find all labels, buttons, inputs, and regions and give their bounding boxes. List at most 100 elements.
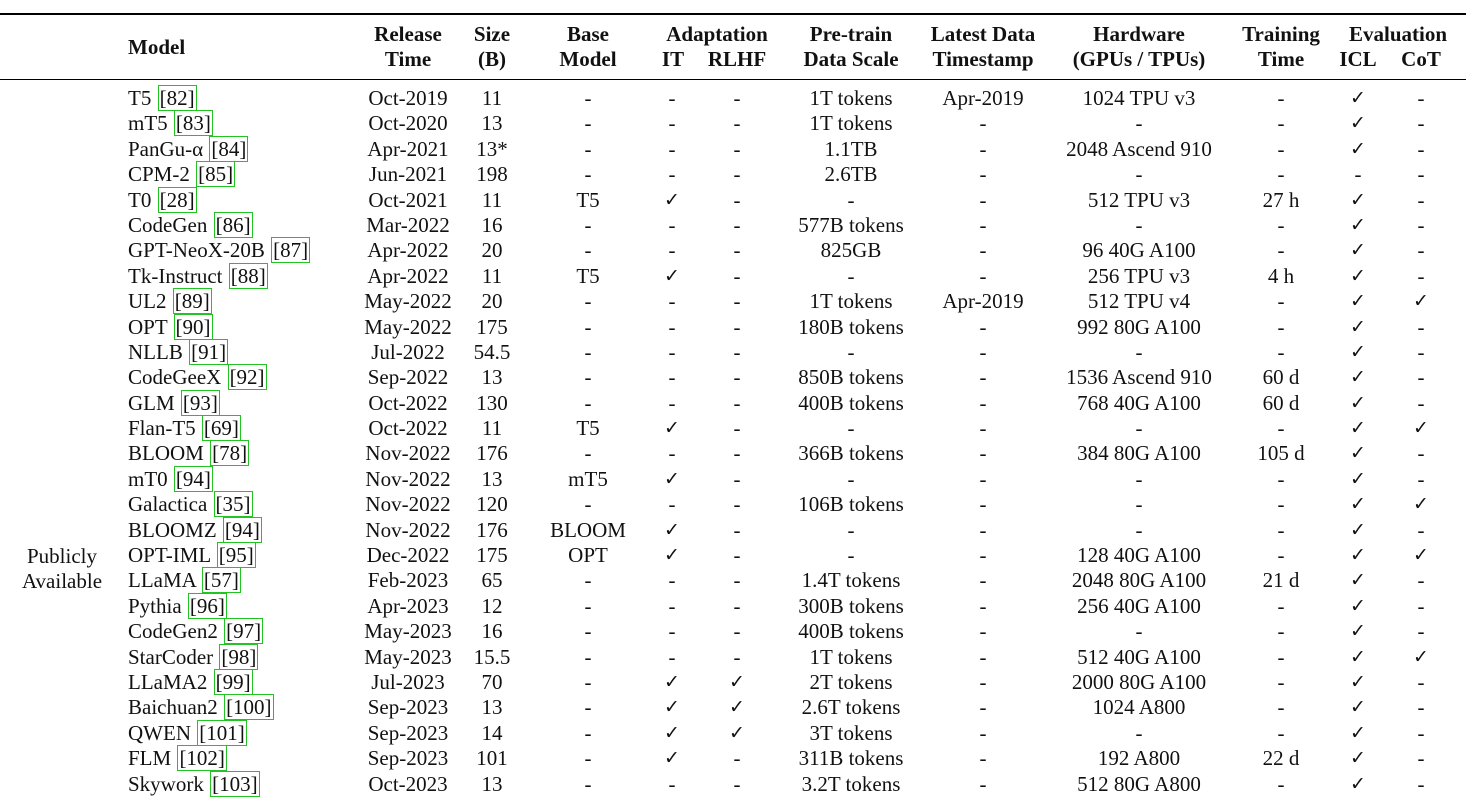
cell-icl: ✓ bbox=[1350, 188, 1366, 211]
model-name: Baichuan2 bbox=[128, 695, 218, 720]
cell-timestamp: - bbox=[979, 517, 987, 542]
cell-training-time: - bbox=[1277, 86, 1285, 110]
cell-hardware: - bbox=[1135, 339, 1143, 364]
model-name: LLaMA2 bbox=[128, 669, 208, 694]
cell-model: mT5 [83] bbox=[128, 110, 213, 137]
cell-hardware: - bbox=[1135, 111, 1143, 136]
citation-link[interactable]: [28] bbox=[157, 186, 197, 213]
header-rlhf: RLHF bbox=[707, 47, 767, 71]
citation-link[interactable]: [101] bbox=[197, 719, 247, 746]
table-row: StarCoder [98] May-2023 15.5 - - - 1T tokens - 5… bbox=[0, 643, 1471, 670]
cell-timestamp: - bbox=[979, 263, 987, 288]
citation-link[interactable]: [82] bbox=[157, 85, 197, 111]
cell-model: mT0 [94] bbox=[128, 465, 213, 492]
cell-icl: ✓ bbox=[1350, 442, 1366, 465]
cell-hardware: - bbox=[1135, 720, 1143, 745]
citation-link[interactable]: [92] bbox=[227, 364, 267, 391]
cell-model: Skywork [103] bbox=[128, 770, 260, 797]
cell-hardware: 992 80G A100 bbox=[1077, 314, 1201, 339]
cell-pretrain: 2T tokens bbox=[809, 669, 893, 694]
cell-pretrain: 2.6T tokens bbox=[801, 695, 901, 720]
cell-release-time: Jun-2021 bbox=[368, 162, 448, 187]
cell-icl: ✓ bbox=[1350, 493, 1366, 516]
citation-link[interactable]: [96] bbox=[187, 592, 227, 619]
cell-timestamp: - bbox=[979, 162, 987, 187]
header-latest-timestamp: Latest Data Timestamp bbox=[930, 22, 1036, 71]
cell-training-time: 4 h bbox=[1267, 263, 1295, 288]
cell-it: ✓ bbox=[664, 417, 680, 440]
citation-link[interactable]: [98] bbox=[219, 643, 259, 670]
cell-hardware: 256 40G A100 bbox=[1077, 593, 1201, 618]
cell-size: 13* bbox=[476, 136, 508, 161]
cell-release-time: Jul-2022 bbox=[371, 339, 445, 364]
cell-base-model: - bbox=[584, 619, 592, 644]
citation-link[interactable]: [85] bbox=[196, 161, 236, 188]
citation-link[interactable]: [99] bbox=[213, 668, 253, 695]
header-model: Model bbox=[128, 35, 186, 59]
citation-link[interactable]: [94] bbox=[222, 516, 262, 543]
cell-pretrain: 366B tokens bbox=[798, 441, 904, 466]
citation-link[interactable]: [87] bbox=[271, 237, 311, 264]
cell-icl: ✓ bbox=[1350, 137, 1366, 160]
cell-base-model: mT5 bbox=[568, 466, 608, 491]
cell-it: ✓ bbox=[664, 696, 680, 719]
table-row: Baichuan2 [100] Sep-2023 13 - ✓ ✓ 2.6T tokens -… bbox=[0, 694, 1471, 721]
citation-link[interactable]: [94] bbox=[173, 465, 213, 492]
cell-base-model: T5 bbox=[576, 416, 600, 441]
cell-cot: - bbox=[1417, 619, 1425, 644]
cell-size: 175 bbox=[476, 543, 508, 568]
citation-link[interactable]: [95] bbox=[216, 542, 256, 569]
cell-base-model: - bbox=[584, 695, 592, 720]
model-name: OPT-IML bbox=[128, 543, 211, 568]
table-row: CPM-2 [85] Jun-2021 198 - - - 2.6TB - - - - - bbox=[0, 161, 1471, 188]
citation-link[interactable]: [78] bbox=[210, 440, 250, 467]
cell-it: - bbox=[668, 339, 676, 364]
cell-base-model: - bbox=[584, 720, 592, 745]
cell-icl: ✓ bbox=[1350, 213, 1366, 236]
cell-rlhf: ✓ bbox=[729, 696, 745, 719]
citation-link[interactable]: [97] bbox=[224, 618, 264, 645]
citation-link[interactable]: [103] bbox=[210, 770, 260, 797]
cell-training-time: 21 d bbox=[1262, 568, 1300, 593]
cell-base-model: - bbox=[584, 212, 592, 237]
cell-size: 13 bbox=[481, 111, 503, 136]
cell-size: 11 bbox=[481, 263, 503, 288]
cell-rlhf: - bbox=[733, 390, 741, 415]
citation-link[interactable]: [90] bbox=[173, 313, 213, 340]
citation-link[interactable]: [89] bbox=[172, 288, 212, 315]
citation-link[interactable]: [100] bbox=[224, 694, 274, 721]
table-row: BLOOMZ [94] Nov-2022 176 BLOOM ✓ - - - - - ✓ - bbox=[0, 516, 1471, 543]
model-name: NLLB bbox=[128, 339, 183, 364]
cell-size: 20 bbox=[481, 289, 503, 314]
cell-model: Galactica [35] bbox=[128, 491, 253, 518]
header-it: IT bbox=[661, 47, 685, 71]
cell-model: CodeGeeX [92] bbox=[128, 364, 267, 391]
cell-model: Tk-Instruct [88] bbox=[128, 262, 268, 289]
cell-size: 130 bbox=[476, 390, 508, 415]
model-name: FLM bbox=[128, 746, 172, 771]
cell-size: 11 bbox=[481, 416, 503, 441]
citation-link[interactable]: [84] bbox=[209, 135, 249, 162]
cell-it: - bbox=[668, 162, 676, 187]
citation-link[interactable]: [102] bbox=[177, 745, 227, 772]
cell-rlhf: - bbox=[733, 416, 741, 441]
cell-size: 198 bbox=[476, 162, 508, 187]
citation-link[interactable]: [35] bbox=[213, 491, 253, 518]
citation-link[interactable]: [91] bbox=[189, 338, 229, 365]
cell-training-time: - bbox=[1277, 543, 1285, 568]
model-name: GLM bbox=[128, 390, 175, 415]
cell-pretrain: 400B tokens bbox=[798, 619, 904, 644]
citation-link[interactable]: [93] bbox=[180, 389, 220, 416]
citation-link[interactable]: [88] bbox=[228, 262, 268, 289]
cell-model: T0 [28] bbox=[128, 186, 197, 213]
cell-rlhf: - bbox=[733, 136, 741, 161]
header-training-time: Training Time bbox=[1242, 22, 1320, 71]
citation-link[interactable]: [57] bbox=[201, 567, 241, 594]
citation-link[interactable]: [69] bbox=[201, 415, 241, 442]
citation-link[interactable]: [86] bbox=[213, 211, 253, 238]
header-size: Size (B) bbox=[473, 22, 511, 71]
cell-release-time: Oct-2022 bbox=[368, 390, 448, 415]
citation-link[interactable]: [83] bbox=[173, 110, 213, 137]
cell-base-model: - bbox=[584, 136, 592, 161]
header-bottom-rule bbox=[0, 79, 1466, 80]
